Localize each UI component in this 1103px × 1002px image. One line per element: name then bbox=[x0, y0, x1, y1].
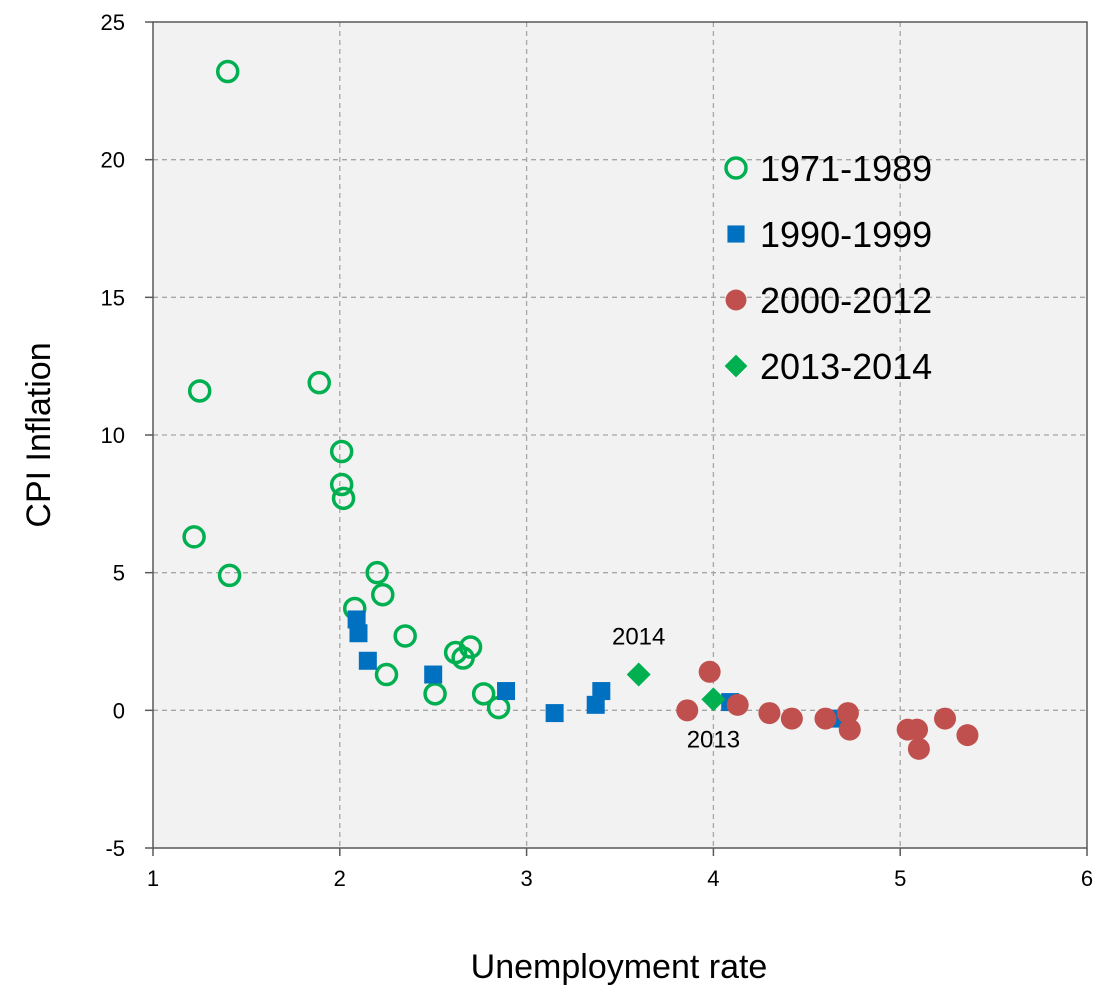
data-point bbox=[393, 624, 417, 648]
x-tick-label: 4 bbox=[707, 866, 719, 891]
data-point bbox=[726, 693, 749, 716]
legend-item: 1971-1989 bbox=[724, 148, 932, 189]
data-point bbox=[780, 707, 803, 730]
annotation-label: 2013 bbox=[687, 726, 740, 753]
data-point bbox=[814, 707, 837, 730]
data-point bbox=[217, 563, 242, 588]
legend-label: 2013-2014 bbox=[760, 346, 932, 387]
data-point bbox=[365, 560, 389, 585]
data-point bbox=[182, 525, 206, 549]
legend-label: 2000-2012 bbox=[760, 280, 932, 321]
data-point bbox=[758, 702, 781, 725]
data-point bbox=[215, 59, 240, 84]
axes: 1 2 3 4 5 6 -5 0 5 10 15 20 25 bbox=[101, 10, 1094, 891]
data-point bbox=[626, 662, 651, 687]
x-tick-label: 3 bbox=[520, 866, 532, 891]
data-point bbox=[424, 665, 443, 684]
annotation-label: 2014 bbox=[612, 624, 665, 651]
gridlines bbox=[153, 22, 1087, 848]
data-point bbox=[331, 486, 356, 511]
legend-label: 1990-1999 bbox=[760, 214, 932, 255]
data-point bbox=[906, 718, 929, 741]
legend-label: 1971-1989 bbox=[760, 148, 932, 189]
data-point bbox=[458, 635, 483, 659]
y-axis-title: CPI Inflation bbox=[20, 342, 58, 527]
y-tick-label: 5 bbox=[113, 561, 125, 586]
data-point bbox=[374, 662, 399, 687]
legend-marker bbox=[724, 354, 748, 378]
y-tick-label: -5 bbox=[105, 836, 125, 861]
legend-item: 1990-1999 bbox=[727, 214, 932, 255]
x-tick-label: 6 bbox=[1081, 866, 1093, 891]
series-2000-2012 bbox=[676, 660, 979, 760]
data-point bbox=[329, 439, 354, 464]
data-point bbox=[545, 704, 564, 723]
data-point bbox=[349, 624, 368, 643]
data-point bbox=[934, 707, 957, 730]
data-point bbox=[187, 379, 212, 403]
data-point bbox=[586, 695, 605, 714]
x-tick-label: 1 bbox=[147, 866, 159, 891]
y-tick-label: 25 bbox=[101, 10, 125, 35]
data-point bbox=[307, 370, 332, 395]
y-tick-label: 15 bbox=[101, 285, 125, 310]
data-point bbox=[358, 651, 377, 670]
legend-marker bbox=[725, 289, 747, 311]
data-point bbox=[497, 682, 516, 701]
data-point bbox=[347, 610, 366, 629]
y-tick-label: 20 bbox=[101, 148, 125, 173]
legend-item: 2013-2014 bbox=[724, 346, 932, 387]
data-point bbox=[701, 687, 726, 712]
legend-marker bbox=[727, 225, 745, 243]
data-point bbox=[907, 737, 930, 760]
data-point bbox=[698, 660, 721, 683]
data-point bbox=[592, 682, 611, 701]
series-1971-1989 bbox=[182, 59, 511, 720]
series-2013-2014 bbox=[626, 662, 726, 712]
legend-item: 2000-2012 bbox=[725, 280, 932, 321]
annotations: 2014 2013 bbox=[612, 624, 740, 754]
legend: 1971-1989 1990-1999 2000-2012 2013-2014 bbox=[724, 148, 932, 387]
data-point bbox=[838, 718, 861, 741]
x-tick-label: 5 bbox=[894, 866, 906, 891]
x-axis-title: Unemployment rate bbox=[471, 948, 768, 986]
x-tick-label: 2 bbox=[334, 866, 346, 891]
data-point bbox=[423, 682, 447, 706]
data-points bbox=[182, 59, 979, 760]
legend-marker bbox=[724, 156, 748, 180]
data-point bbox=[371, 582, 395, 607]
data-point bbox=[836, 702, 859, 725]
data-point bbox=[956, 724, 979, 747]
y-tick-label: 10 bbox=[101, 423, 125, 448]
data-point bbox=[471, 682, 496, 706]
data-point bbox=[329, 472, 354, 497]
data-point bbox=[676, 699, 699, 722]
y-tick-label: 0 bbox=[113, 698, 125, 723]
